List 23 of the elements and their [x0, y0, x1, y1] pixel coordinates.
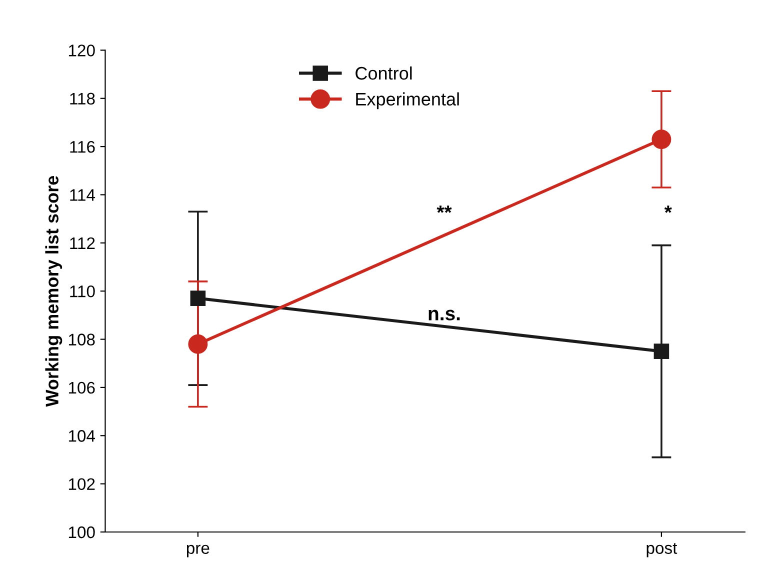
- y-tick-label: 104: [68, 430, 96, 442]
- annotation: **: [436, 206, 452, 213]
- y-tick-label: 112: [70, 237, 95, 249]
- legend-label: Experimental: [356, 92, 459, 110]
- annotation: *: [664, 206, 672, 213]
- point: [654, 344, 670, 359]
- y-tick-label: 118: [70, 92, 95, 105]
- y-axis-title: Working memory list score: [45, 176, 62, 407]
- y-tick-label: 100: [68, 526, 95, 538]
- annotation: n.s.: [428, 310, 460, 320]
- x-tick-label: post: [646, 543, 678, 558]
- legend-label: Control: [356, 66, 412, 80]
- y-tick-label: 114: [70, 189, 96, 201]
- y-tick-label: 106: [68, 382, 95, 394]
- y-tick-label: 120: [68, 44, 95, 56]
- y-tick-label: 102: [68, 478, 95, 490]
- x-tick-label: pre: [186, 544, 210, 558]
- point: [188, 334, 208, 354]
- y-tick-label: 116: [70, 140, 95, 153]
- y-tick-label: 110: [70, 286, 95, 298]
- y-tick-label: 108: [68, 334, 95, 346]
- point: [190, 290, 206, 306]
- point: [652, 130, 672, 150]
